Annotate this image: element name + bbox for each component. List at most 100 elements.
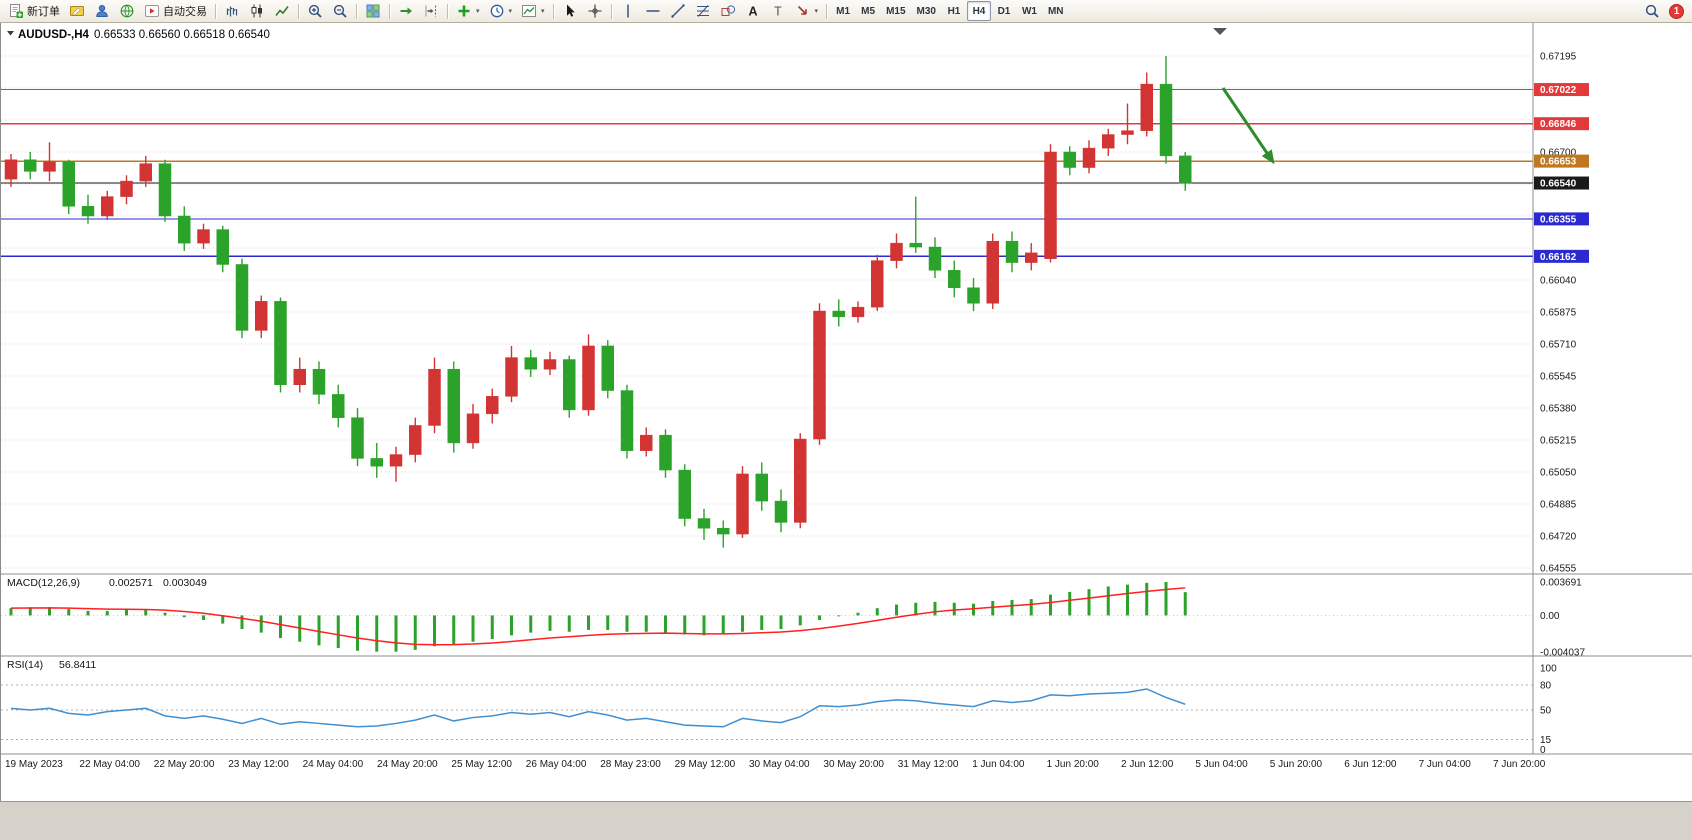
profile-button[interactable]	[90, 1, 114, 21]
timeframe-M1[interactable]: M1	[836, 5, 851, 17]
price-tick-label: 0.65875	[1540, 308, 1577, 319]
toolbar-separator	[356, 3, 357, 19]
line-chart-button[interactable]	[270, 1, 294, 21]
time-axis-label: 24 May 04:00	[303, 759, 364, 770]
new-order-button[interactable]: 新订单	[4, 1, 64, 21]
candle	[158, 159, 172, 222]
new-order-button-label: 新订单	[27, 6, 60, 18]
candle	[139, 155, 152, 187]
arrow-head	[1261, 149, 1275, 165]
svg-text:T: T	[774, 5, 782, 19]
time-axis-label: 1 Jun 20:00	[1047, 759, 1100, 770]
crosshair-button[interactable]	[583, 1, 607, 21]
rsi-line	[10, 688, 1186, 728]
trendline-button[interactable]	[666, 1, 690, 21]
vertical-line-button[interactable]	[616, 1, 640, 21]
chart-layers: 0.67195 0.66700 0.66040 0.65875 0.65710 0.655…	[1, 23, 1692, 770]
candle	[755, 462, 768, 511]
timeframe-H4[interactable]: H4	[966, 1, 991, 21]
price-level-label: 0.66653	[1534, 154, 1589, 168]
autotrade-button[interactable]: 自动交易	[140, 1, 211, 21]
svg-text:0.67022: 0.67022	[1540, 85, 1577, 96]
shapes-button[interactable]	[716, 1, 740, 21]
candle	[1179, 152, 1192, 191]
text-button[interactable]: A	[741, 1, 765, 21]
time-axis[interactable]: 19 May 2023 22 May 04:00 22 May 20:00 23 Ma…	[5, 759, 1546, 770]
svg-text:0.66653: 0.66653	[1540, 157, 1577, 168]
candle	[81, 194, 95, 224]
text-label-icon: T	[770, 3, 786, 19]
candle	[332, 384, 345, 428]
cursor-button[interactable]	[558, 1, 582, 21]
candle	[466, 404, 480, 449]
community-button[interactable]	[115, 1, 139, 21]
candle	[1005, 231, 1019, 273]
candlestick-chart-button[interactable]	[245, 1, 269, 21]
timeframe-M15[interactable]: M15	[886, 5, 906, 17]
new-order-icon	[8, 3, 24, 19]
notification-badge[interactable]: 1	[1669, 3, 1684, 19]
time-axis-label: 29 May 12:00	[675, 759, 736, 770]
time-axis-label: 5 Jun 20:00	[1270, 759, 1323, 770]
zoom-out-button[interactable]	[328, 1, 352, 21]
chart-window[interactable]: 0.67195 0.66700 0.66040 0.65875 0.65710 0.655…	[0, 23, 1692, 801]
candle	[659, 429, 672, 478]
autotrade-button-label: 自动交易	[163, 6, 207, 18]
candle	[1102, 128, 1115, 156]
toolbar-separator	[826, 3, 828, 19]
timeframe-W1[interactable]: W1	[1021, 5, 1037, 17]
chart-shift-button[interactable]	[419, 1, 443, 21]
toolbar: 新订单 自动交易 ▾ ▾ ▾ A T ▾ M1 M5 M15 M30 H1 H4 D1 W1 MN 1	[0, 0, 1692, 23]
candle	[717, 520, 730, 548]
candle	[178, 206, 191, 251]
text-label-button[interactable]: T	[766, 1, 790, 21]
svg-text:0.66846: 0.66846	[1540, 119, 1577, 130]
periods-button[interactable]: ▾	[485, 1, 517, 21]
price-tick-label: 0.64885	[1540, 500, 1577, 511]
horizontal-line-button[interactable]	[641, 1, 665, 21]
indicators-icon	[456, 3, 472, 19]
candle	[255, 295, 268, 339]
auto-scroll-button[interactable]	[394, 1, 418, 21]
timeframe-M5[interactable]: M5	[861, 5, 876, 17]
price-level-label: 0.66540	[1534, 176, 1589, 190]
price-tick-label: 0.65215	[1540, 436, 1577, 447]
zoom-out-icon	[332, 3, 348, 19]
candle	[43, 142, 56, 182]
candle	[1121, 103, 1134, 145]
rsi-tick-label: 15	[1540, 735, 1552, 746]
svg-text:0.66540: 0.66540	[1540, 179, 1577, 190]
candle	[736, 466, 749, 538]
chart-symbol-title: AUDUSD-,H4	[18, 29, 90, 41]
timeframe-D1[interactable]: D1	[997, 5, 1011, 17]
candle	[832, 299, 845, 327]
chart-ohlc-values: 0.66533 0.66560 0.66518 0.66540	[94, 29, 270, 41]
fibonacci-button[interactable]	[691, 1, 715, 21]
candle	[428, 357, 441, 434]
arrows-button[interactable]: ▾	[791, 1, 823, 21]
bar-chart-button[interactable]	[220, 1, 244, 21]
indicators-button[interactable]: ▾	[452, 1, 484, 21]
candle	[524, 349, 537, 377]
timeframe-MN[interactable]: MN	[1047, 5, 1064, 17]
chart-canvas[interactable]: 0.67195 0.66700 0.66040 0.65875 0.65710 0.655…	[1, 23, 1692, 801]
chart-shift-marker[interactable]	[1213, 28, 1227, 35]
shapes-icon	[720, 3, 736, 19]
price-axis[interactable]: 0.67195 0.66700 0.66040 0.65875 0.65710 0.655…	[1532, 23, 1589, 756]
timeframe-H1[interactable]: H1	[947, 5, 961, 17]
tile-windows-button[interactable]	[361, 1, 385, 21]
zoom-in-button[interactable]	[303, 1, 327, 21]
rsi-tick-label: 80	[1540, 680, 1552, 691]
search-button[interactable]	[1640, 1, 1664, 21]
trend-arrow-annotation[interactable]	[1221, 87, 1275, 165]
chart-collapse-icon[interactable]	[7, 31, 14, 36]
metaeditor-button[interactable]	[65, 1, 89, 21]
templates-button[interactable]: ▾	[517, 1, 549, 21]
macd-tick-label: 0.003691	[1540, 578, 1582, 589]
toolbar-right: 1	[1640, 1, 1688, 21]
price-tick-label: 0.65050	[1540, 468, 1577, 479]
timeframe-M30[interactable]: M30	[916, 5, 936, 17]
template-icon	[521, 3, 537, 19]
candle	[447, 361, 460, 453]
